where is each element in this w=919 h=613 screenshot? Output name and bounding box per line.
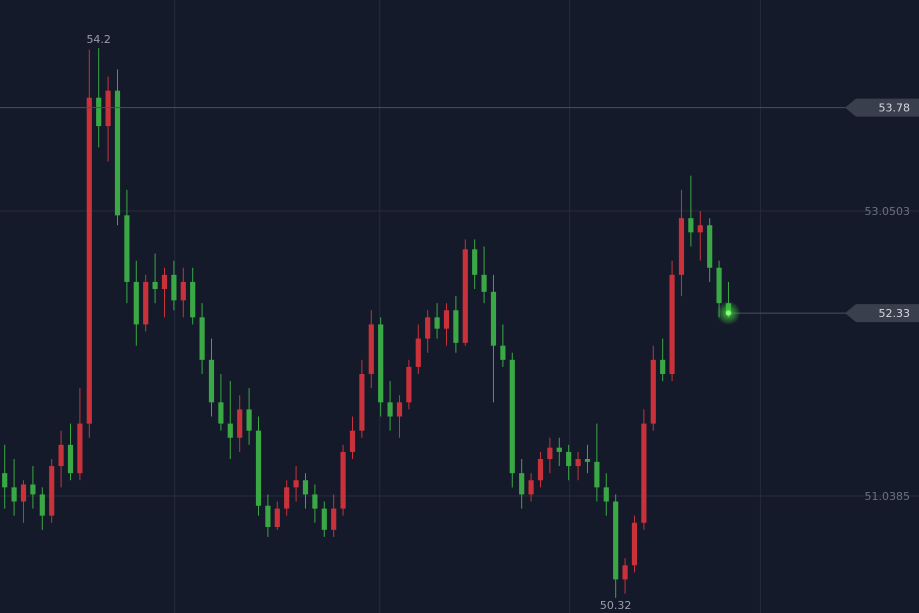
candle-body	[537, 459, 544, 481]
candle-body	[133, 281, 139, 325]
candle-body	[566, 451, 572, 467]
price-tag-label: 53.78	[879, 102, 911, 115]
candle-body	[190, 281, 196, 318]
candle-body	[396, 402, 403, 417]
candle-body	[227, 423, 233, 438]
candle-body	[312, 494, 318, 509]
candle-body	[603, 487, 609, 502]
candle-body	[124, 215, 130, 282]
candle-body	[143, 281, 149, 325]
candle-body	[302, 480, 309, 495]
last-price-dot	[725, 310, 731, 316]
candle-body	[434, 317, 440, 329]
candle-body	[613, 501, 619, 580]
candle-body	[425, 317, 431, 339]
candle-body	[443, 310, 450, 329]
candle-body	[575, 459, 581, 467]
candle-body	[246, 409, 252, 431]
candle-body	[584, 459, 591, 462]
candle-body	[237, 409, 243, 438]
candle-body	[284, 487, 290, 509]
candle-body	[199, 317, 205, 360]
min-marker: 50.32	[600, 599, 632, 612]
candle-body	[462, 249, 468, 343]
candle-body	[114, 90, 121, 216]
candle-body	[49, 466, 55, 516]
candle-body	[349, 430, 356, 452]
candle-body	[509, 359, 515, 474]
candle-body	[528, 480, 534, 495]
candle-body	[697, 225, 703, 233]
candle-body	[11, 487, 17, 502]
candle-body	[39, 494, 45, 516]
candle-body	[650, 359, 656, 424]
candle-body	[556, 447, 562, 452]
candle-body	[20, 484, 27, 502]
candle-body	[208, 359, 215, 403]
y-tick-label: 51.0385	[865, 490, 911, 503]
candle-body	[340, 451, 346, 509]
candle-body	[707, 225, 713, 268]
candle-body	[500, 345, 506, 360]
candle-body	[406, 366, 412, 403]
candle-body	[716, 267, 722, 304]
candle-body	[594, 461, 600, 488]
price-tag	[845, 98, 919, 117]
candle-body	[631, 522, 638, 566]
candle-body	[180, 281, 186, 301]
price-tag	[845, 304, 919, 323]
candle-body	[622, 565, 628, 580]
candle-body	[368, 324, 374, 375]
candle-body	[331, 508, 337, 530]
candle-body	[2, 473, 8, 488]
candle-body	[105, 90, 111, 127]
candle-body	[387, 402, 393, 417]
y-tick-label: 53.0503	[865, 205, 911, 218]
candle-body	[30, 484, 36, 495]
candle-body	[688, 218, 694, 233]
candle-body	[274, 508, 280, 528]
price-tag-label: 52.33	[879, 307, 911, 320]
candle-body	[453, 310, 459, 343]
candle-body	[359, 374, 365, 431]
candle-body	[86, 97, 92, 424]
candle-body	[171, 274, 177, 301]
candle-body	[67, 444, 74, 474]
candle-body	[293, 480, 299, 488]
candle-body	[641, 423, 647, 523]
candle-body	[255, 430, 262, 506]
candle-body	[415, 338, 421, 367]
candle-body	[265, 505, 271, 528]
candle-body	[58, 444, 64, 467]
candle-body	[660, 359, 666, 375]
candle-body	[378, 324, 384, 403]
candle-body	[152, 281, 158, 290]
candle-body	[77, 423, 83, 474]
max-marker: 54.2	[86, 33, 111, 46]
candle-body	[519, 473, 525, 495]
candle-body	[547, 447, 553, 460]
candle-body	[678, 218, 685, 275]
candle-body	[481, 274, 487, 292]
candle-body	[218, 402, 224, 424]
candle-body	[472, 249, 478, 275]
candle-body	[96, 97, 102, 127]
candle-body	[490, 291, 497, 346]
candle-body	[669, 274, 675, 375]
candle-body	[321, 508, 327, 530]
candle-body	[161, 274, 168, 290]
